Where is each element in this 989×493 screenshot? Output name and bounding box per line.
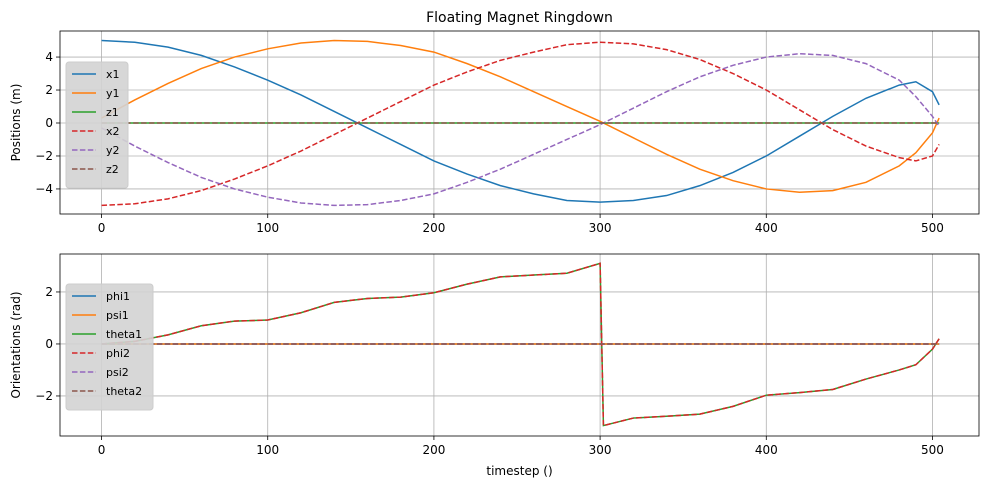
legend-label: x1: [106, 68, 120, 81]
series-line: [101, 52, 940, 207]
y-tick-label: 0: [45, 116, 53, 130]
legend-label: x2: [106, 125, 120, 138]
axes-frame: [59, 30, 980, 215]
y-tick-label: 0: [45, 337, 53, 351]
legend-label: y1: [106, 87, 120, 100]
y-tick-label: 4: [45, 50, 53, 64]
y-axis-label: Orientations (rad): [9, 291, 23, 398]
legend-label: y2: [106, 144, 120, 157]
legend-label: psi1: [106, 309, 129, 322]
legend-label: z1: [106, 106, 119, 119]
x-tick-label: 300: [589, 221, 612, 235]
x-axis-label: timestep (): [486, 464, 552, 478]
y-tick-label: −2: [35, 389, 53, 403]
x-tick-label: 100: [256, 443, 279, 457]
legend-label: z2: [106, 163, 119, 176]
y-axis-label: Positions (m): [9, 84, 23, 162]
plot-area: [101, 39, 940, 207]
y-tick-label: −2: [35, 149, 53, 163]
x-tick-label: 500: [921, 221, 944, 235]
legend-label: phi2: [106, 347, 130, 360]
x-tick-label: 400: [755, 221, 778, 235]
legend-label: theta1: [106, 328, 142, 341]
series-line: [101, 262, 940, 427]
x-tick-label: 200: [422, 221, 445, 235]
series-line: [101, 41, 940, 207]
y-tick-label: −4: [35, 182, 53, 196]
x-tick-label: 500: [921, 443, 944, 457]
y-tick-label: 2: [45, 83, 53, 97]
y-tick-label: 2: [45, 285, 53, 299]
x-tick-label: 100: [256, 221, 279, 235]
legend-label: theta2: [106, 385, 142, 398]
chart-title: Floating Magnet Ringdown: [426, 10, 613, 26]
x-tick-label: 400: [755, 443, 778, 457]
x-tick-label: 300: [589, 443, 612, 457]
axes-frame: [59, 253, 980, 437]
x-tick-label: 0: [98, 221, 106, 235]
legend-label: psi2: [106, 366, 129, 379]
legend-label: phi1: [106, 290, 130, 303]
series-line: [101, 39, 940, 203]
series-line: [101, 39, 940, 193]
x-tick-label: 200: [422, 443, 445, 457]
plot-area: [101, 262, 940, 427]
x-tick-label: 0: [98, 443, 106, 457]
